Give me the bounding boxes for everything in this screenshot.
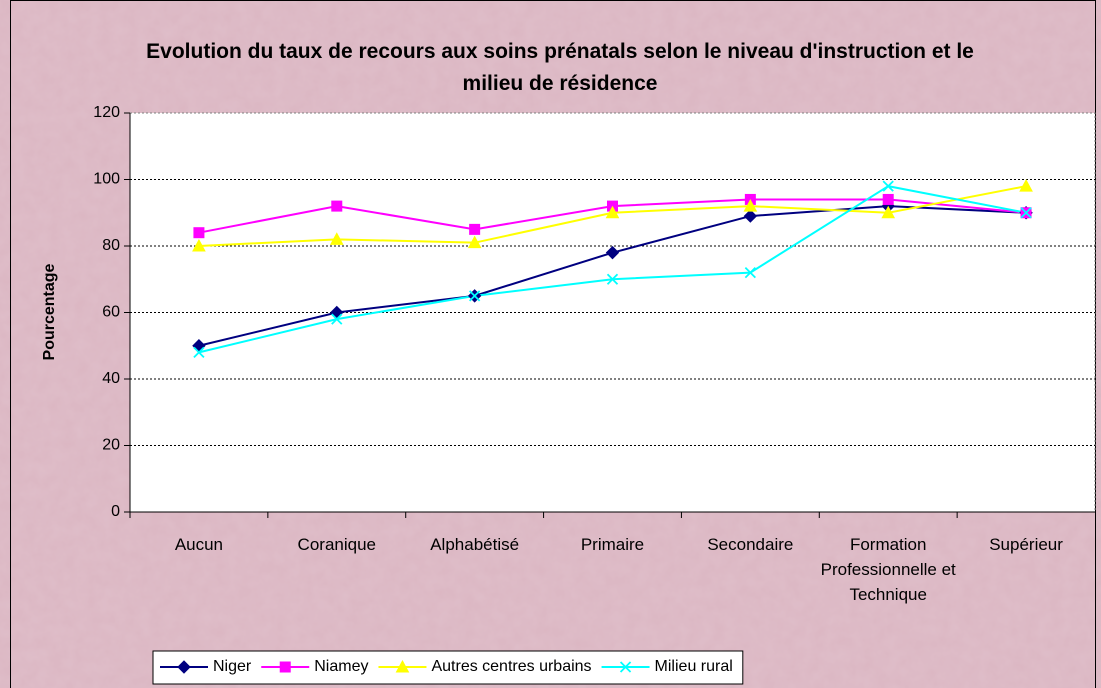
x-tick-label: Secondaire [707, 535, 794, 554]
marker [743, 209, 758, 223]
marker [279, 661, 291, 673]
y-tick-label: 80 [102, 237, 120, 254]
marker [331, 313, 343, 325]
marker [882, 193, 894, 205]
marker [605, 205, 620, 219]
x-tick-label: Alphabétisé [430, 535, 520, 554]
marker [331, 200, 343, 212]
marker [469, 290, 481, 302]
y-tick-label: 20 [102, 437, 120, 454]
x-tick-label: Supérieur [989, 535, 1063, 554]
marker [744, 266, 756, 279]
legend-label: Niger [213, 658, 252, 675]
y-tick-label: 100 [93, 171, 120, 188]
marker [881, 205, 896, 219]
y-tick-label: 0 [111, 503, 120, 520]
marker [193, 346, 205, 359]
legend-label: Niamey [314, 658, 368, 675]
marker [467, 235, 482, 249]
chart-title: Evolution du taux de recours aux soins p… [146, 40, 974, 95]
marker [177, 660, 191, 674]
legend-label: Autres centres urbains [431, 658, 591, 675]
y-tick-label: 120 [93, 104, 120, 121]
y-axis-label: Pourcentage [41, 263, 58, 360]
marker [395, 659, 410, 673]
y-tick-label: 60 [102, 304, 120, 321]
x-tick-label: Formation Professionnelle et Technique [820, 535, 956, 604]
marker [193, 227, 205, 239]
x-tick-label: Aucun [174, 535, 224, 554]
marker [605, 245, 620, 260]
marker [469, 223, 481, 235]
x-tick-label: Coranique [297, 535, 376, 554]
y-tick-label: 40 [102, 370, 120, 387]
marker [606, 273, 619, 285]
marker [882, 180, 894, 192]
marker [1019, 179, 1033, 192]
x-tick-label: Primaire [580, 535, 645, 554]
marker [619, 661, 632, 673]
marker [743, 199, 758, 212]
marker [1020, 207, 1032, 219]
legend-label: Milieu rural [655, 658, 733, 675]
marker [192, 238, 206, 252]
marker [329, 232, 344, 245]
